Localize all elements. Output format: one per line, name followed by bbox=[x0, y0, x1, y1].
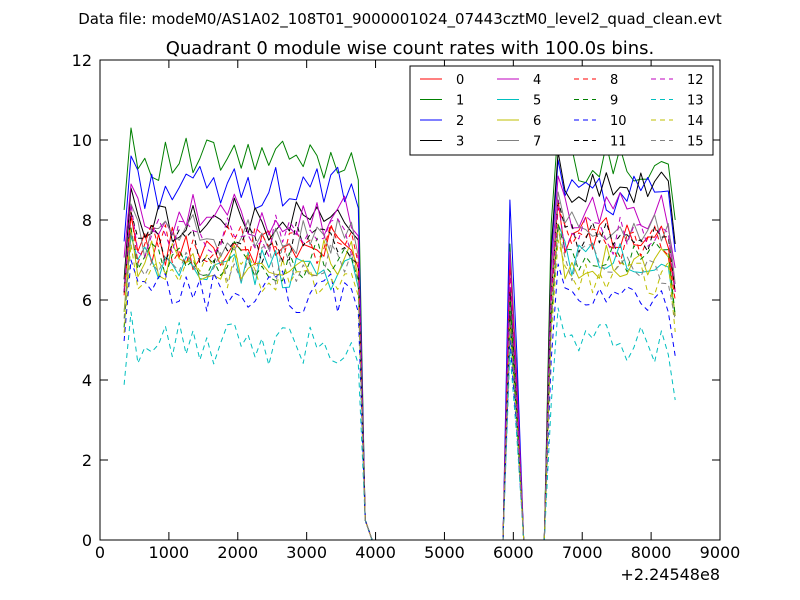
x-tick-label: 0 bbox=[95, 543, 105, 562]
y-tick-label: 0 bbox=[82, 531, 92, 550]
legend-label-5: 5 bbox=[533, 94, 541, 109]
series-line-9 bbox=[123, 223, 676, 541]
x-tick-label: 5000 bbox=[424, 543, 465, 562]
legend-label-15: 15 bbox=[687, 135, 704, 150]
legend-label-1: 1 bbox=[456, 94, 464, 109]
y-tick-label: 12 bbox=[72, 51, 92, 70]
x-tick-label: 6000 bbox=[493, 543, 534, 562]
y-tick-label: 8 bbox=[82, 211, 92, 230]
legend-label-8: 8 bbox=[610, 73, 618, 88]
x-tick-label: 7000 bbox=[562, 543, 603, 562]
legend-label-12: 12 bbox=[687, 73, 704, 88]
x-tick-label: 4000 bbox=[355, 543, 396, 562]
axes-group: 0 1000 2000 3000 4000 5000 6000 7000 8000 9000 0 2 4… bbox=[72, 51, 741, 562]
legend-label-7: 7 bbox=[533, 135, 541, 150]
y-tick-label: 10 bbox=[72, 131, 92, 150]
series-line-15 bbox=[123, 227, 676, 541]
legend-label-9: 9 bbox=[610, 94, 618, 109]
x-tick-label: 9000 bbox=[700, 543, 741, 562]
x-axis-offset-label: +2.24548e8 bbox=[620, 565, 720, 584]
plot-frame bbox=[99, 59, 721, 541]
y-tick-label: 6 bbox=[82, 291, 92, 310]
legend-label-0: 0 bbox=[456, 73, 464, 88]
legend-label-2: 2 bbox=[456, 114, 464, 129]
figure-suptitle: Data file: modeM0/AS1A02_108T01_90000010… bbox=[78, 10, 722, 29]
legend-label-14: 14 bbox=[687, 114, 704, 129]
x-tick-label: 1000 bbox=[149, 543, 190, 562]
series-line-12 bbox=[123, 199, 676, 541]
legend-label-6: 6 bbox=[533, 114, 541, 129]
x-tick-label: 8000 bbox=[631, 543, 672, 562]
legend-label-13: 13 bbox=[687, 94, 704, 109]
y-tick-label: 2 bbox=[82, 451, 92, 470]
chart-title: Quadrant 0 module wise count rates with … bbox=[166, 38, 655, 59]
x-tick-label: 3000 bbox=[286, 543, 327, 562]
legend-label-4: 4 bbox=[533, 73, 541, 88]
legend-label-3: 3 bbox=[456, 135, 464, 150]
y-tick-label: 4 bbox=[82, 371, 92, 390]
x-tick-label: 2000 bbox=[217, 543, 258, 562]
legend-label-10: 10 bbox=[610, 114, 627, 129]
series-line-14 bbox=[123, 239, 676, 541]
series-line-13 bbox=[123, 307, 676, 541]
legend-label-11: 11 bbox=[610, 135, 627, 150]
series-line-11 bbox=[123, 199, 676, 541]
